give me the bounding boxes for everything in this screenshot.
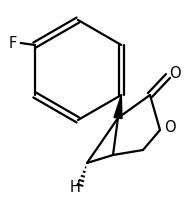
Text: O: O — [169, 66, 181, 81]
Polygon shape — [114, 95, 122, 119]
Text: H: H — [70, 180, 80, 194]
Text: O: O — [164, 121, 176, 135]
Text: F: F — [9, 35, 17, 50]
